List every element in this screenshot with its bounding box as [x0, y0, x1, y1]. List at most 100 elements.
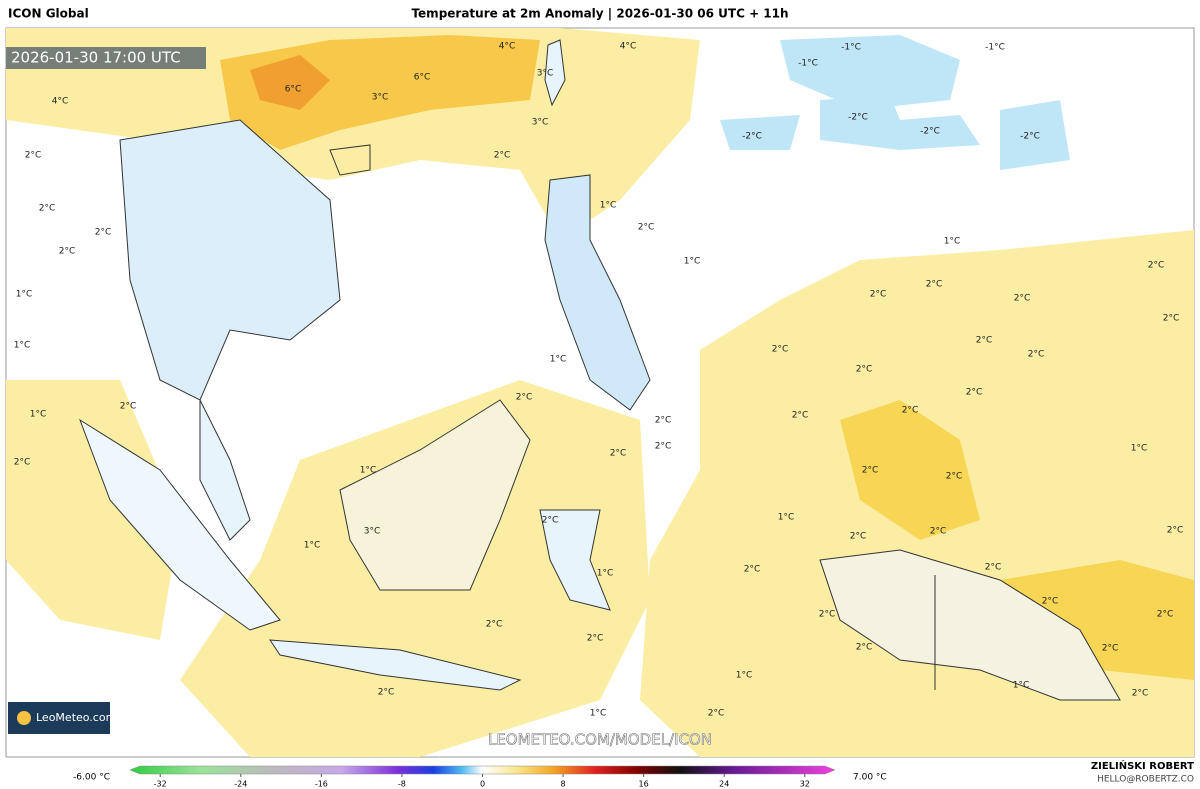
contour-label: -2°C [848, 113, 868, 123]
colorbar-bar [129, 765, 836, 775]
contour-label: 1°C [550, 355, 567, 365]
contour-labels: 4°C 4°C -1°C -1°C -1°C 3°C 6°C 6°C 3°C 4°C 3°C -2°C… [14, 42, 1184, 719]
contour-label: 2°C [792, 411, 809, 421]
contour-label: 2°C [902, 406, 919, 416]
anomaly-area [1000, 560, 1194, 680]
colorbar-max: 7.00 °C [853, 773, 887, 783]
land-hainan [329, 144, 371, 176]
contour-label: -1°C [841, 43, 861, 53]
contour-label: 2°C [985, 563, 1002, 573]
contour-label: -1°C [985, 43, 1005, 53]
land-malay-peninsula [199, 399, 251, 541]
contour-label: 2°C [1148, 261, 1165, 271]
model-name: ICON Global [8, 7, 89, 21]
contour-label: 2°C [930, 527, 947, 537]
colorbar: -6.00 °C 7.00 °C -32 -24 -16 -8 0 8 16 24 32 [73, 765, 887, 789]
contour-label: 2°C [587, 634, 604, 644]
contour-label: 2°C [819, 610, 836, 620]
contour-label: -2°C [742, 132, 762, 142]
contour-label: 1°C [1013, 681, 1030, 691]
contour-label: 1°C [778, 513, 795, 523]
contour-label: 2°C [14, 458, 31, 468]
contour-label: 2°C [59, 247, 76, 257]
contour-label: 2°C [1028, 350, 1045, 360]
contour-label: 2°C [1014, 294, 1031, 304]
contour-label: 2°C [638, 223, 655, 233]
anomaly-area [840, 400, 980, 540]
contour-label: 1°C [30, 410, 47, 420]
contour-label: -2°C [1020, 132, 1040, 142]
contour-label: 4°C [52, 97, 69, 107]
watermark: LEOMETEO.COM/MODEL/ICON [488, 731, 712, 749]
contour-label: 2°C [542, 516, 559, 526]
contour-label: 3°C [537, 69, 554, 79]
contour-label: 2°C [862, 466, 879, 476]
cool-area [1000, 100, 1070, 170]
land-indochina [119, 119, 341, 401]
timestamp: 2026-01-30 17:00 UTC [11, 49, 181, 67]
contour-label: 2°C [39, 204, 56, 214]
contour-label: 1°C [304, 541, 321, 551]
contour-label: 2°C [856, 365, 873, 375]
colorbar-tick-label: 0 [480, 780, 485, 789]
contour-label: 2°C [120, 402, 137, 412]
timestamp-box [6, 47, 206, 69]
contour-label: 2°C [655, 416, 672, 426]
contour-label: 2°C [1132, 689, 1149, 699]
contour-label: 3°C [364, 527, 381, 537]
logo-icon [17, 711, 31, 725]
colorbar-tick-label: -16 [315, 780, 328, 789]
contour-label: 1°C [16, 290, 33, 300]
cool-area [780, 35, 960, 110]
contour-label: 2°C [486, 620, 503, 630]
title: Temperature at 2m Anomaly | 2026-01-30 0… [411, 7, 788, 21]
contour-label: 2°C [1163, 314, 1180, 324]
map: 4°C 4°C -1°C -1°C -1°C 3°C 6°C 6°C 3°C 4°C 3°C -2°C… [5, 27, 1195, 758]
colorbar-min: -6.00 °C [73, 773, 110, 783]
contour-label: 3°C [372, 93, 389, 103]
contour-label: 2°C [378, 688, 395, 698]
contour-label: -1°C [798, 59, 818, 69]
anomaly-area [250, 55, 330, 110]
contour-label: 2°C [946, 472, 963, 482]
contour-label: 2°C [976, 336, 993, 346]
contour-label: 1°C [1131, 444, 1148, 454]
contour-label: 3°C [532, 118, 549, 128]
contour-label: 2°C [1042, 597, 1059, 607]
contour-label: 6°C [285, 85, 302, 95]
land-philippines [544, 174, 651, 411]
colorbar-tick-label: 16 [639, 780, 649, 789]
contour-label: 2°C [655, 442, 672, 452]
author: ZIELIŃSKI ROBERT [1091, 759, 1194, 772]
contour-label: 1°C [736, 671, 753, 681]
contour-label: 1°C [360, 466, 377, 476]
anomaly-area [6, 380, 180, 640]
contour-label: -2°C [920, 127, 940, 137]
contour-label: 4°C [499, 42, 516, 52]
cool-area [820, 95, 980, 150]
contour-label: 1°C [14, 341, 31, 351]
land-sulawesi [539, 509, 611, 611]
land-borneo [339, 399, 531, 591]
contour-label: 2°C [25, 151, 42, 161]
land-taiwan [544, 39, 566, 107]
contour-label: 2°C [966, 388, 983, 398]
contour-label: 6°C [414, 73, 431, 83]
contour-label: 2°C [95, 228, 112, 238]
contour-label: 2°C [870, 290, 887, 300]
contour-label: 2°C [856, 643, 873, 653]
colorbar-tick-label: -24 [234, 780, 247, 789]
email: HELLO@ROBERTZ.CO [1097, 775, 1194, 785]
contour-label: 4°C [620, 42, 637, 52]
contour-label: 2°C [516, 393, 533, 403]
colorbar-tick-label: 8 [561, 780, 566, 789]
contour-label: 2°C [744, 565, 761, 575]
contour-label: 1°C [600, 201, 617, 211]
contour-label: 2°C [708, 709, 725, 719]
contour-label: 2°C [850, 532, 867, 542]
land-sumatra [79, 418, 281, 631]
contour-label: 2°C [494, 151, 511, 161]
colorbar-tick-label: -8 [398, 780, 406, 789]
